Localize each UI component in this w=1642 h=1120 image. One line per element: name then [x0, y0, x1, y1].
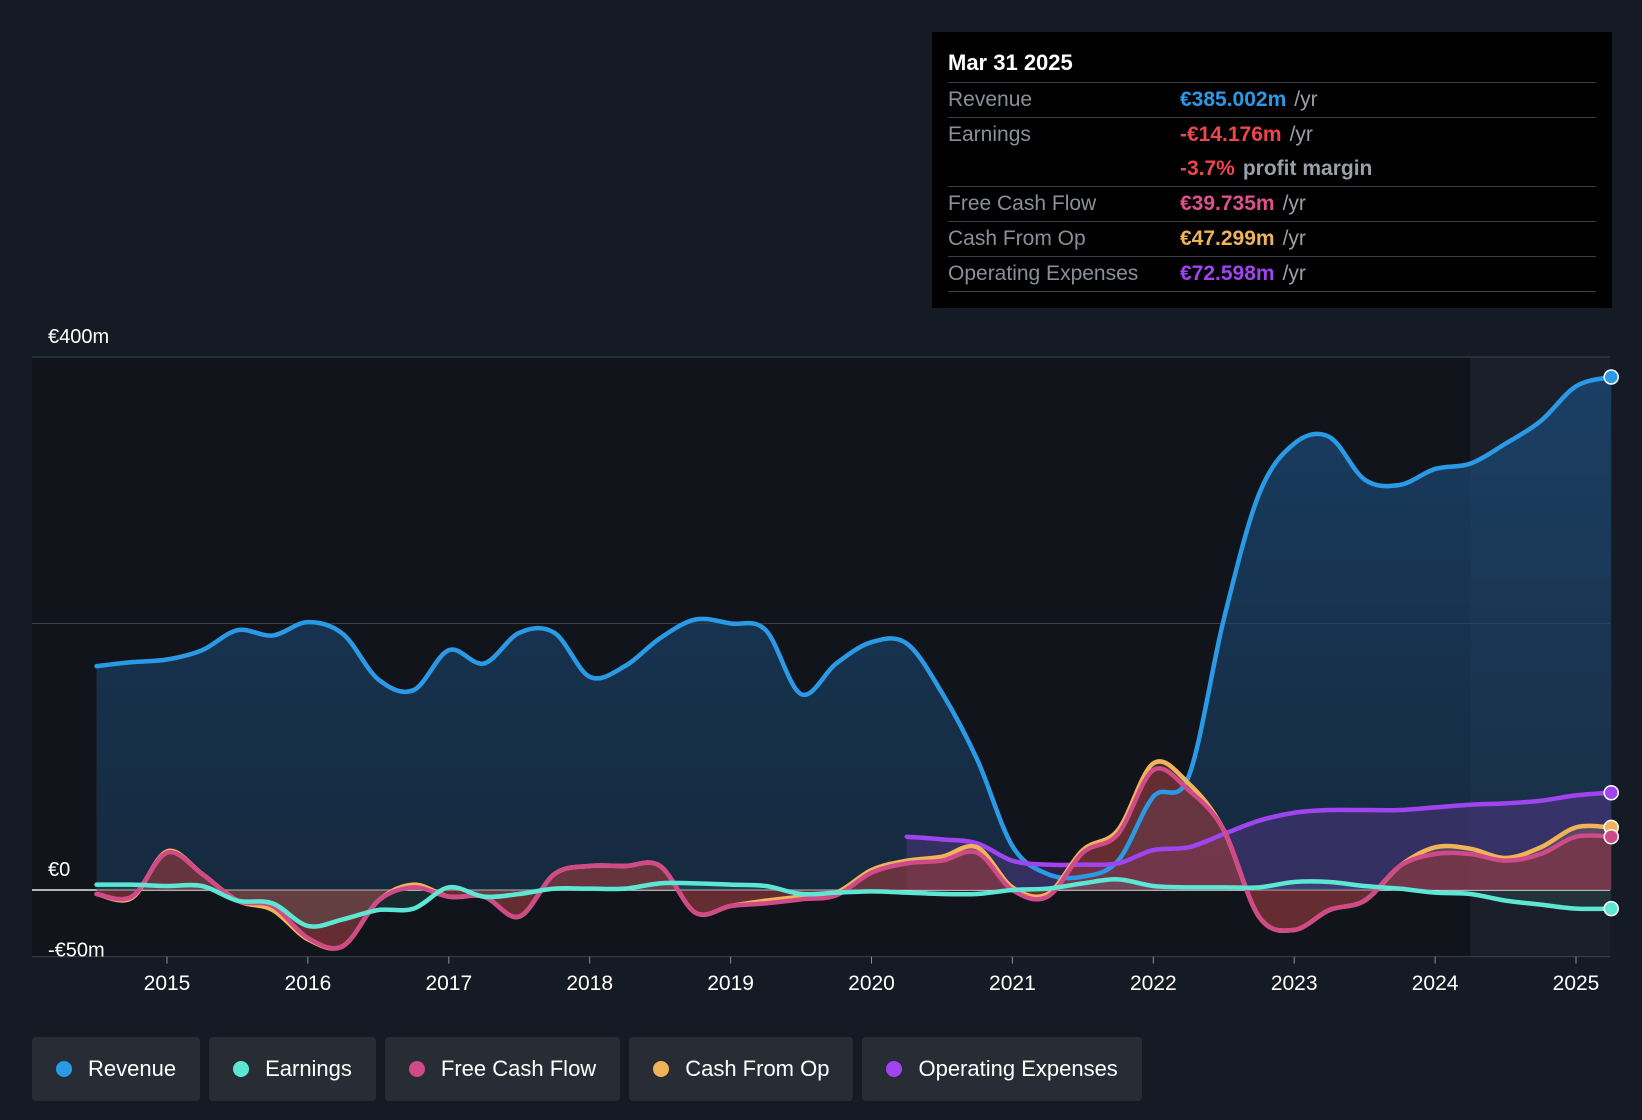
- tooltip-row-cfo: Cash From Op €47.299m /yr: [948, 221, 1596, 256]
- tooltip-unit: /yr: [1282, 262, 1306, 285]
- chart-legend: Revenue Earnings Free Cash Flow Cash Fro…: [32, 1037, 1142, 1101]
- end-dot-revenue: [1603, 369, 1619, 385]
- legend-dot-icon: [886, 1061, 903, 1077]
- legend-item-operating-expenses[interactable]: Operating Expenses: [862, 1037, 1142, 1101]
- tooltip-margin-text: profit margin: [1242, 157, 1373, 180]
- legend-label: Operating Expenses: [918, 1056, 1118, 1081]
- tooltip-label: Operating Expenses: [948, 262, 1139, 285]
- x-tick-label: 2016: [285, 972, 332, 995]
- tooltip-row-fcf: Free Cash Flow €39.735m /yr: [948, 186, 1596, 221]
- x-tick-label: 2022: [1130, 972, 1177, 995]
- tooltip-value-fcf: €39.735m: [1180, 192, 1275, 215]
- tooltip-row-margin: -3.7% profit margin: [948, 152, 1596, 186]
- x-tick-label: 2019: [707, 972, 754, 995]
- line-earnings: [94, 877, 1614, 929]
- legend-label: Free Cash Flow: [440, 1056, 597, 1081]
- series-end-markers: [1603, 369, 1619, 917]
- area-revenue: [96, 376, 1612, 890]
- end-dot-free-cash-flow: [1603, 828, 1619, 845]
- tooltip-unit: /yr: [1282, 192, 1306, 215]
- tooltip-row-opex: Operating Expenses €72.598m /yr: [948, 256, 1596, 292]
- tooltip-panel: Mar 31 2025 Revenue €385.002m /yr Earnin…: [932, 32, 1612, 308]
- legend-item-revenue[interactable]: Revenue: [32, 1037, 201, 1101]
- tooltip-label: Revenue: [948, 88, 1033, 111]
- legend-item-free-cash-flow[interactable]: Free Cash Flow: [384, 1037, 621, 1101]
- tooltip-row-earnings: Earnings -€14.176m /yr: [948, 117, 1596, 152]
- area-earnings: [96, 879, 1612, 927]
- line-free-cash-flow: [94, 766, 1614, 951]
- legend-label: Revenue: [88, 1056, 177, 1081]
- legend-label: Earnings: [265, 1056, 352, 1081]
- tooltip-unit: /yr: [1294, 88, 1318, 111]
- legend-dot-icon: [408, 1061, 425, 1077]
- tooltip-row-revenue: Revenue €385.002m /yr: [948, 82, 1596, 117]
- legend-item-cash-from-op[interactable]: Cash From Op: [629, 1037, 854, 1101]
- legend-item-earnings[interactable]: Earnings: [209, 1037, 376, 1101]
- tooltip-value-cfo: €47.299m: [1180, 227, 1275, 250]
- y-tick-label: -€50m: [48, 940, 105, 962]
- y-tick-label: €400m: [48, 326, 109, 348]
- x-tick-label: 2023: [1271, 972, 1318, 995]
- x-tick-label: 2015: [144, 972, 191, 995]
- line-operating-expenses: [904, 790, 1614, 868]
- x-tick-label: 2020: [848, 972, 895, 995]
- end-dot-earnings: [1603, 900, 1619, 917]
- end-dot-operating-expenses: [1603, 784, 1619, 801]
- tooltip-value-revenue: €385.002m: [1180, 88, 1287, 111]
- tooltip-label: Free Cash Flow: [948, 192, 1097, 215]
- y-tick-label: €0: [48, 859, 70, 881]
- legend-dot-icon: [653, 1061, 670, 1077]
- tooltip-value-earnings: -€14.176m: [1180, 123, 1282, 146]
- tooltip-unit: /yr: [1289, 123, 1313, 146]
- x-tick-label: 2018: [566, 972, 613, 995]
- legend-dot-icon: [56, 1061, 72, 1077]
- tooltip-value-opex: €72.598m: [1180, 262, 1275, 285]
- y-axis-tick-labels: €400m €0 -€50m: [48, 326, 109, 962]
- tooltip-label: Cash From Op: [948, 227, 1086, 250]
- legend-dot-icon: [233, 1061, 250, 1077]
- x-tick-label: 2017: [425, 972, 472, 995]
- line-revenue: [94, 374, 1614, 881]
- tooltip-label: Earnings: [948, 123, 1031, 146]
- x-axis-tick-labels: 2015 2016 2017 2018 2019 2020 2021 2022 2023 2024…: [144, 956, 1600, 995]
- x-tick-label: 2025: [1553, 972, 1600, 995]
- tooltip-date: Mar 31 2025: [948, 50, 1073, 75]
- tooltip-unit: /yr: [1282, 227, 1306, 250]
- x-tick-label: 2021: [989, 972, 1036, 995]
- legend-label: Cash From Op: [685, 1056, 830, 1081]
- x-tick-label: 2024: [1412, 972, 1459, 995]
- series-lines: [94, 374, 1614, 951]
- tooltip-value-margin: -3.7%: [1180, 157, 1235, 180]
